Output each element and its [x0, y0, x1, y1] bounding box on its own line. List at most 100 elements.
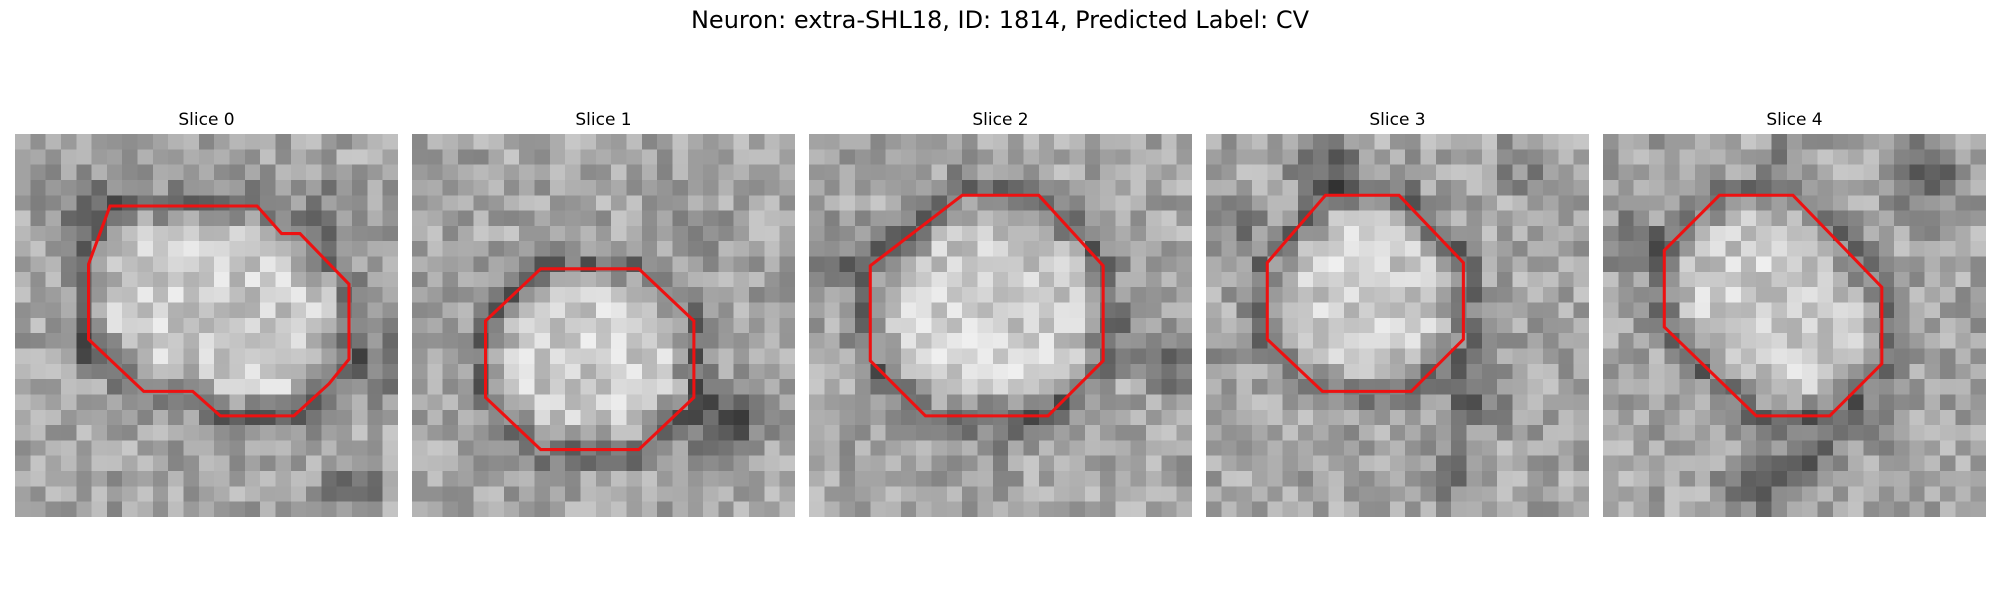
image-pixel [336, 256, 353, 273]
image-pixel [306, 149, 322, 165]
image-pixel [137, 394, 154, 411]
image-pixel [137, 425, 154, 441]
image-pixel [1710, 333, 1726, 349]
image-pixel [1297, 471, 1314, 487]
image-pixel [1725, 486, 1742, 502]
image-pixel [1374, 317, 1391, 334]
image-pixel [1481, 195, 1498, 211]
image-pixel [1802, 440, 1818, 457]
image-pixel [1909, 210, 1926, 227]
image-pixel [1008, 379, 1024, 395]
image-pixel [1664, 348, 1680, 365]
image-pixel [641, 241, 658, 257]
image-pixel [1359, 455, 1375, 472]
image-pixel [1863, 271, 1880, 288]
image-pixel [60, 486, 77, 502]
image-pixel [1374, 195, 1391, 211]
image-pixel [260, 179, 276, 196]
image-pixel [1940, 149, 1956, 165]
image-pixel [214, 394, 230, 411]
image-pixel [718, 256, 735, 273]
image-pixel [214, 179, 230, 196]
image-pixel [244, 134, 261, 150]
image-pixel [870, 440, 886, 457]
image-pixel [198, 271, 215, 288]
image-pixel [1420, 379, 1437, 395]
image-pixel [1251, 409, 1268, 426]
image-pixel [1389, 425, 1406, 441]
image-pixel [1710, 179, 1726, 196]
image-pixel [1466, 455, 1483, 472]
image-pixel [1389, 225, 1406, 242]
image-pixel [1786, 210, 1803, 227]
image-pixel [229, 363, 246, 380]
image-pixel [503, 210, 520, 227]
image-pixel [824, 195, 840, 211]
image-pixel [1359, 256, 1375, 273]
image-pixel [1955, 409, 1971, 426]
image-pixel [1725, 195, 1742, 211]
image-pixel [1451, 501, 1467, 517]
image-pixel [1878, 271, 1895, 288]
image-pixel [1924, 225, 1941, 242]
image-pixel [1725, 256, 1742, 273]
image-pixel [1618, 455, 1634, 472]
image-pixel [45, 348, 62, 365]
image-pixel [779, 363, 795, 380]
image-pixel [442, 302, 459, 319]
image-pixel [626, 241, 643, 257]
image-pixel [503, 501, 520, 517]
image-pixel [641, 471, 658, 487]
image-pixel [931, 271, 948, 288]
image-pixel [1176, 486, 1192, 502]
image-pixel [1894, 440, 1910, 457]
image-pixel [1130, 379, 1147, 395]
image-pixel [626, 363, 643, 380]
image-pixel [152, 179, 169, 196]
image-pixel [1512, 225, 1529, 242]
image-pixel [1251, 394, 1268, 411]
image-pixel [1878, 455, 1895, 472]
image-pixel [1236, 486, 1253, 502]
image-pixel [1328, 440, 1345, 457]
image-pixel [290, 302, 307, 319]
image-pixel [839, 333, 856, 349]
image-pixel [1374, 225, 1391, 242]
image-pixel [1940, 210, 1956, 227]
image-pixel [290, 471, 307, 487]
image-pixel [580, 348, 597, 365]
image-pixel [1389, 471, 1406, 487]
image-pixel [854, 363, 871, 380]
image-pixel [1771, 164, 1788, 181]
image-pixel [641, 379, 658, 395]
image-pixel [1618, 486, 1634, 502]
image-pixel [1221, 455, 1237, 472]
image-pixel [1359, 348, 1375, 365]
image-pixel [306, 225, 322, 242]
image-pixel [336, 164, 353, 181]
image-pixel [977, 440, 994, 457]
image-pixel [1878, 149, 1895, 165]
image-pixel [183, 486, 200, 502]
image-pixel [809, 333, 825, 349]
image-pixel [1633, 348, 1650, 365]
image-pixel [503, 164, 520, 181]
image-pixel [565, 134, 581, 150]
image-pixel [367, 455, 383, 472]
image-pixel [1527, 287, 1544, 303]
image-pixel [1573, 471, 1589, 487]
image-pixel [1909, 348, 1926, 365]
image-pixel [1221, 179, 1237, 196]
image-pixel [1038, 179, 1055, 196]
image-pixel [1863, 440, 1880, 457]
image-pixel [764, 394, 780, 411]
image-pixel [977, 394, 994, 411]
image-pixel [1694, 134, 1711, 150]
image-pixel [1069, 455, 1086, 472]
image-pixel [1084, 287, 1101, 303]
image-pixel [137, 271, 154, 288]
image-pixel [1084, 271, 1101, 288]
image-pixel [275, 271, 292, 288]
image-pixel [703, 425, 719, 441]
image-pixel [672, 455, 689, 472]
